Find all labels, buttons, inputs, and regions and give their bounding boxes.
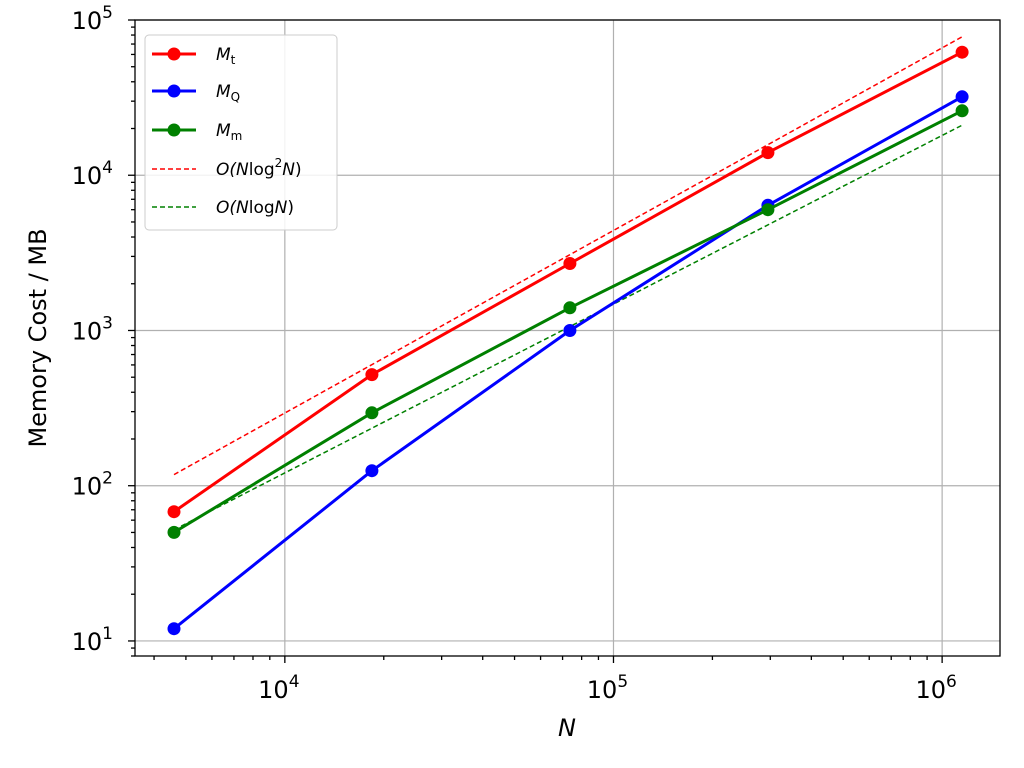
legend-entry-nlog2n: O(Nlog2N) (152, 156, 302, 180)
x-tick-label: 106 (915, 672, 956, 704)
data-point-mt (761, 146, 775, 160)
series-line-nlog2n (173, 36, 963, 476)
y-tick-label: 103 (72, 313, 113, 345)
legend-label-mt: Mt (216, 45, 236, 67)
y-axis-label: Memory Cost / MB (24, 228, 52, 447)
legend-label-nlogn: O(NlogN) (216, 198, 294, 218)
legend-entry-mq: MQ (152, 82, 240, 104)
x-axis-label: N (558, 714, 576, 742)
data-point-mt (563, 257, 577, 270)
data-point-mm (563, 301, 577, 315)
data-point-mm (365, 406, 379, 420)
data-point-mm (167, 525, 181, 539)
legend-marker-mq (167, 84, 181, 98)
minor-ticks (131, 26, 928, 660)
y-tick-label: 105 (72, 3, 113, 35)
data-point-mt (955, 45, 969, 59)
y-tick-label: 104 (72, 158, 113, 190)
data-point-mq (955, 90, 969, 104)
legend: Mt MQ Mm O(Nlog2N) O(NlogN) (144, 34, 338, 231)
data-point-mt (365, 368, 379, 382)
y-axis-ticks: 101 102 103 104 105 (72, 3, 135, 656)
data-point-mm (761, 203, 775, 217)
legend-marker-mt (167, 47, 181, 61)
x-tick-label: 104 (258, 672, 299, 704)
legend-entry-nlogn: O(NlogN) (152, 198, 294, 218)
legend-box (144, 34, 338, 231)
legend-label-mm: Mm (216, 121, 242, 143)
legend-entry-mm: Mm (152, 121, 242, 143)
plot-area-frame (134, 19, 1001, 657)
data-point-mm (955, 104, 969, 118)
series-layer (167, 36, 969, 636)
legend-label-mq: MQ (216, 82, 240, 104)
legend-entry-mt: Mt (152, 45, 236, 67)
data-point-mq (365, 464, 379, 478)
x-tick-label: 105 (587, 672, 628, 704)
legend-label-nlog2n: O(Nlog2N) (216, 156, 302, 180)
y-tick-label: 101 (72, 624, 113, 656)
y-tick-label: 102 (72, 469, 113, 501)
data-point-mq (563, 324, 577, 337)
data-point-mq (167, 622, 181, 636)
data-point-mt (167, 505, 181, 519)
legend-marker-mm (167, 123, 181, 137)
x-axis-ticks: 104 105 106 (258, 656, 957, 704)
